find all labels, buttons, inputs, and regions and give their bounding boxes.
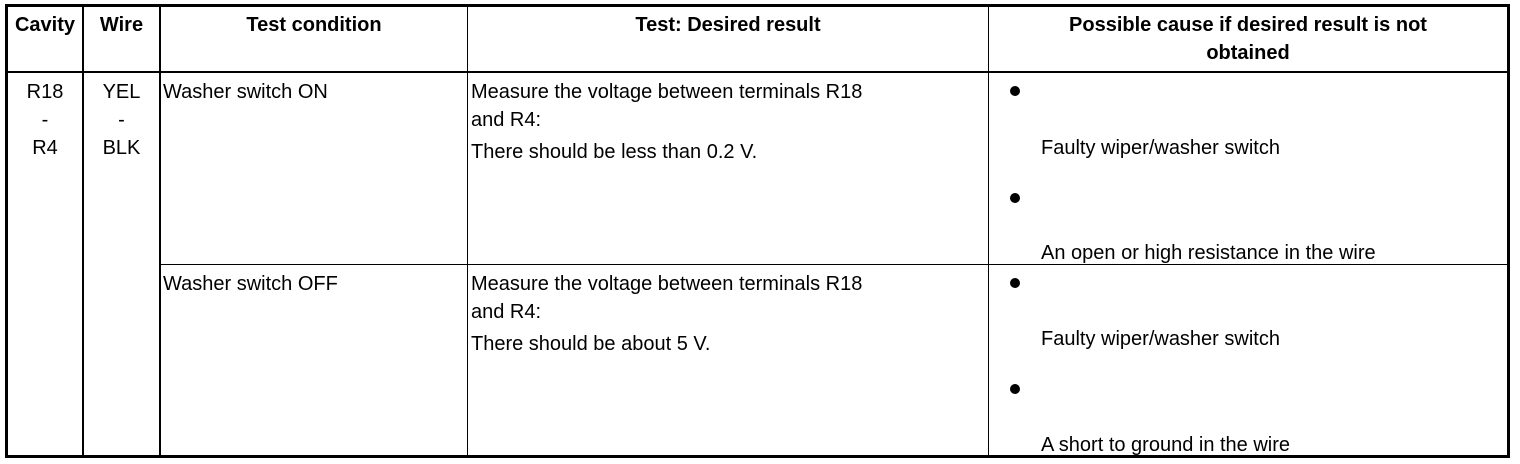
cavity-to: R4 [32, 137, 58, 159]
row-divider [160, 264, 1508, 265]
cause-item: Faulty wiper/washer switch [1041, 328, 1280, 350]
cavity-separator: - [41, 109, 49, 131]
result-line: There should be less than 0.2 V. [471, 141, 758, 163]
header-wire: Wire [99, 14, 144, 36]
bullet-icon [1010, 193, 1020, 203]
result-line: Measure the voltage between terminals R1… [471, 273, 863, 295]
wire-separator: - [118, 109, 125, 131]
wire-color-2: BLK [102, 137, 141, 159]
cause-item: Faulty wiper/washer switch [1041, 137, 1280, 159]
bullet-icon [1010, 384, 1020, 394]
bullet-icon [1010, 86, 1020, 96]
cause-item: A short to ground in the wire [1041, 434, 1291, 456]
col-divider [988, 4, 989, 458]
header-divider [5, 71, 1510, 73]
result-line: Measure the voltage between terminals R1… [471, 81, 863, 103]
header-possible-cause-line2: obtained [1206, 42, 1290, 64]
col-divider [159, 4, 161, 458]
bullet-icon [1010, 278, 1020, 288]
header-cavity: Cavity [14, 14, 76, 36]
cause-item: An open or high resistance in the wire [1041, 242, 1376, 264]
table-border-bottom [5, 455, 1510, 458]
wire-color-1: YEL [102, 81, 141, 103]
result-line: and R4: [471, 109, 542, 131]
header-test-condition: Test condition [246, 14, 382, 36]
table-row-2-condition: Washer switch OFF [163, 273, 338, 295]
cavity-cell: R18 - R4 [8, 78, 82, 162]
table-border-right [1507, 4, 1510, 458]
header-desired-result: Test: Desired result [635, 14, 821, 36]
header-possible-cause-line1: Possible cause if desired result is not [1069, 14, 1427, 36]
table-row-1-condition: Washer switch ON [163, 81, 328, 103]
col-divider [467, 4, 468, 458]
cavity-from: R18 [26, 81, 64, 103]
col-divider [82, 4, 84, 458]
result-line: There should be about 5 V. [471, 333, 711, 355]
result-line: and R4: [471, 301, 542, 323]
table-row-2-result: Measure the voltage between terminals R1… [471, 270, 862, 358]
header-possible-cause: Possible cause if desired result is not … [989, 11, 1507, 67]
table-row-1-result: Measure the voltage between terminals R1… [471, 78, 862, 166]
wire-cell: YEL - BLK [84, 78, 159, 162]
table-border-top [5, 4, 1510, 7]
table-border-left [5, 4, 8, 458]
